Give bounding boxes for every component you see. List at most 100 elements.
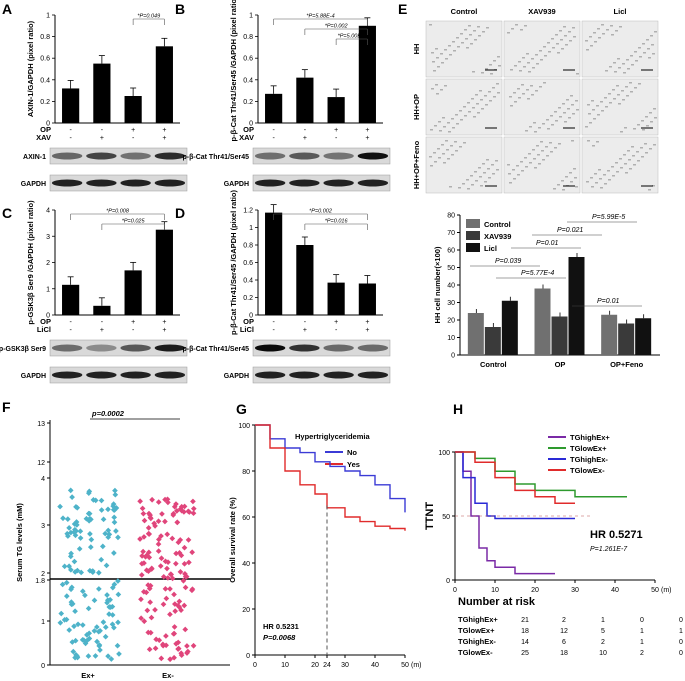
treatment-sign: - (69, 135, 72, 142)
blot-label: GAPDH (224, 373, 249, 380)
x-tick-label: Ex- (162, 671, 174, 680)
data-point (103, 562, 110, 569)
blot-label: GAPDH (21, 373, 46, 380)
cell-speck (538, 127, 541, 129)
x-unit: (m) (411, 662, 422, 669)
y-tick-label: 60 (242, 515, 250, 522)
legend-label: Control (484, 220, 511, 229)
micrograph-row-header: HH (412, 44, 421, 55)
cell-speck (466, 47, 469, 49)
cell-speck (432, 61, 435, 63)
blot-strip (252, 147, 391, 165)
blot-label: p-β-Cat Thr41/Ser45 (182, 346, 249, 353)
cell-speck (588, 113, 591, 115)
bar (601, 314, 618, 355)
data-point (73, 651, 79, 658)
data-point (73, 504, 79, 510)
data-point (186, 559, 192, 566)
cell-speck (552, 47, 555, 49)
cell-speck (481, 108, 484, 110)
data-point (180, 577, 187, 584)
x-tick-label: 20 (531, 587, 539, 594)
row2-label: LiCl (37, 325, 51, 334)
cell-speck (450, 145, 453, 147)
op-sign: - (101, 127, 104, 134)
data-point (94, 638, 100, 645)
risk-count: 2 (562, 617, 566, 624)
data-point (97, 647, 103, 653)
y-tick-label: 0 (46, 313, 50, 320)
cell-speck (534, 167, 537, 169)
cell-speck (509, 182, 512, 184)
cell-speck (530, 85, 533, 87)
cell-speck (495, 160, 498, 162)
op-sign: - (304, 127, 307, 134)
cell-speck (513, 92, 516, 94)
data-point (182, 584, 189, 591)
cell-speck (546, 155, 549, 157)
blot-band (51, 152, 83, 160)
cell-speck (491, 164, 494, 166)
data-point (164, 565, 170, 572)
cell-speck (634, 51, 637, 53)
blot-strip (49, 366, 188, 384)
data-point (175, 639, 182, 646)
cell-speck (531, 94, 534, 96)
cell-speck (569, 172, 572, 174)
cell-speck (529, 162, 532, 164)
op-sign: - (101, 319, 104, 326)
cell-speck (486, 159, 489, 161)
cell-speck (507, 32, 510, 34)
data-point (147, 515, 154, 522)
y-tick-label: 4 (41, 476, 45, 483)
data-point (160, 601, 167, 608)
y-tick-label: 70 (447, 230, 455, 237)
data-point (69, 584, 75, 591)
p-value: P=0.0068 (263, 633, 296, 642)
cell-speck (443, 162, 446, 164)
x-tick-label: 50 (651, 587, 659, 594)
cell-speck (566, 99, 569, 101)
data-point (138, 596, 144, 603)
y-axis-label: TTNT (424, 502, 436, 530)
cell-speck (479, 176, 482, 178)
cell-speck (471, 184, 474, 186)
cell-speck (482, 31, 485, 33)
cell-speck (457, 46, 460, 48)
data-point (69, 601, 76, 607)
cell-speck (539, 50, 542, 52)
cell-speck (435, 84, 438, 86)
x-tick-label: 0 (453, 587, 457, 594)
data-point (137, 536, 143, 542)
blot-band (86, 152, 117, 160)
cell-speck (639, 56, 642, 58)
data-point (64, 516, 71, 522)
blot-band (254, 344, 286, 352)
blot-band (357, 152, 389, 160)
data-point (137, 498, 143, 505)
data-point (57, 503, 63, 510)
risk-count: 21 (521, 617, 529, 624)
chart-title: Hypertriglyceridemia (295, 432, 370, 441)
cell-speck (563, 26, 566, 28)
data-point (148, 614, 155, 621)
risk-count: 1 (601, 617, 605, 624)
data-point (102, 624, 109, 631)
sig-label: P=5.99E-5 (592, 214, 625, 221)
cell-speck (470, 175, 473, 177)
panel-letter: C (2, 205, 12, 221)
cell-speck (644, 143, 647, 145)
risk-count: 0 (679, 650, 683, 657)
cell-speck (465, 38, 468, 40)
cell-speck (626, 95, 629, 97)
cell-speck (493, 60, 496, 62)
blot-band (254, 179, 286, 187)
y-tick-label: 0 (249, 121, 253, 128)
y-tick-label: 0.6 (243, 260, 253, 267)
data-point (111, 624, 117, 631)
cell-speck (464, 29, 467, 31)
y-tick-label: 0 (446, 578, 450, 585)
data-point (57, 619, 64, 626)
cell-speck (474, 171, 477, 173)
data-point (173, 550, 179, 557)
